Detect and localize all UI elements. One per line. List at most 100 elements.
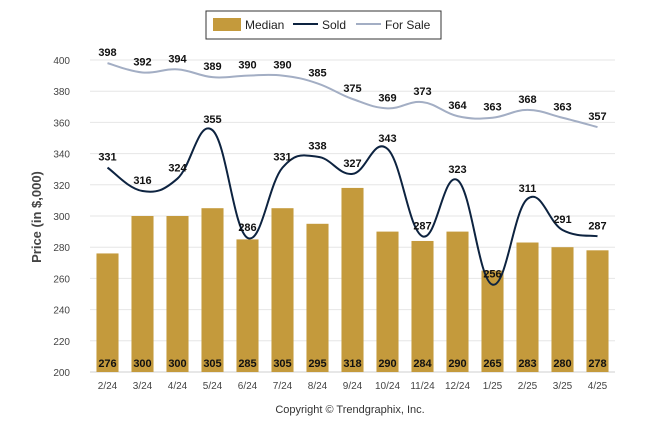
median-bar-label: 295 [308,358,326,370]
median-bar [306,223,329,372]
median-bar [166,216,189,372]
median-bar-label: 300 [168,358,186,370]
for-sale-point-label: 390 [238,60,256,72]
x-axis-ticks: 2/24 3/24 4/24 5/24 6/24 7/24 8/24 9/24 10/24 11/… [98,381,608,392]
sold-point-label: 331 [98,152,116,164]
x-tick-label: 9/24 [343,381,363,392]
median-bar-label: 318 [343,358,361,370]
median-bar-label: 265 [483,358,501,370]
x-tick-label: 3/25 [553,381,573,392]
for-sale-point-label: 373 [413,86,431,98]
for-sale-point-label: 385 [308,67,326,79]
sold-point-label: 343 [378,133,396,145]
median-bar-label: 280 [553,358,571,370]
legend: Median Sold For Sale [205,10,442,40]
copyright-text: Copyright © Trendgraphix, Inc. [275,404,424,416]
median-bar [586,250,609,372]
for-sale-point-label: 364 [448,100,467,112]
y-axis-ticks: 200 220 240 260 280 300 320 340 360 380 400 [53,56,70,379]
y-tick-label: 220 [53,337,70,348]
y-tick-label: 260 [53,274,70,285]
for-sale-point-label: 363 [553,102,571,114]
x-tick-label: 6/24 [238,381,258,392]
legend-label-for-sale: For Sale [385,18,431,32]
legend-swatch-median [213,18,241,31]
x-tick-label: 5/24 [203,381,223,392]
x-tick-label: 8/24 [308,381,328,392]
y-axis-title: Price (in $,000) [29,171,44,263]
median-bar-label: 300 [133,358,151,370]
sold-line [106,127,598,286]
sold-point-label: 331 [273,152,291,164]
sold-point-label: 287 [413,220,431,232]
x-tick-label: 2/24 [98,381,118,392]
median-bar [516,242,539,372]
sold-point-label: 327 [343,158,361,170]
median-bar-label: 290 [378,358,396,370]
median-bar [236,239,259,372]
sold-point-label: 338 [308,141,326,153]
median-bar-label: 276 [98,358,116,370]
median-bar-label: 290 [448,358,466,370]
x-tick-label: 12/24 [445,381,470,392]
sold-point-label: 256 [483,269,501,281]
y-tick-label: 400 [53,56,70,67]
median-bar [201,208,224,372]
y-tick-label: 300 [53,212,70,223]
median-bar [446,231,469,372]
x-tick-label: 10/24 [375,381,400,392]
for-sale-labels: 398 392 394 389 390 390 385 375 369 373 364 363 368 3… [98,47,606,123]
median-bar [96,253,119,372]
y-tick-label: 280 [53,243,70,254]
x-tick-label: 7/24 [273,381,293,392]
median-bar [271,208,294,372]
sold-point-label: 355 [203,114,221,126]
median-bar [481,270,504,372]
for-sale-point-label: 389 [203,61,221,73]
sold-point-label: 316 [133,175,151,187]
x-tick-label: 3/24 [133,381,153,392]
median-bar-label: 284 [413,358,432,370]
y-tick-label: 320 [53,181,70,192]
sold-point-label: 324 [168,163,187,175]
for-sale-point-label: 390 [273,60,291,72]
y-tick-label: 380 [53,87,70,98]
sold-point-label: 287 [588,220,606,232]
y-tick-label: 360 [53,118,70,129]
median-bar-labels: 276 300 300 305 285 305 295 318 290 284 290 265 283 2… [98,358,606,370]
for-sale-point-label: 368 [518,94,536,106]
x-tick-label: 2/25 [518,381,538,392]
for-sale-point-label: 369 [378,92,396,104]
sold-point-label: 311 [519,183,537,195]
median-bar-label: 305 [273,358,291,370]
y-tick-label: 240 [53,306,70,317]
for-sale-point-label: 357 [588,111,606,123]
median-bar [551,247,574,372]
x-tick-label: 11/24 [410,381,435,392]
x-tick-label: 4/24 [168,381,188,392]
median-bar-label: 278 [588,358,606,370]
median-bar [376,231,399,372]
for-sale-point-label: 363 [483,102,501,114]
for-sale-point-label: 394 [168,53,187,65]
median-bars [96,187,609,372]
median-bar [411,240,434,372]
sold-point-label: 291 [553,214,571,226]
median-bar-label: 285 [238,358,256,370]
median-bar-label: 283 [518,358,536,370]
x-tick-label: 4/25 [588,381,608,392]
legend-label-median: Median [245,18,284,32]
for-sale-point-label: 392 [133,56,151,68]
for-sale-point-label: 398 [98,47,116,59]
legend-label-sold: Sold [322,18,346,32]
for-sale-line [107,62,598,129]
sold-point-label: 286 [238,222,256,234]
y-tick-label: 200 [53,368,70,379]
sold-labels: 331 316 324 355 286 331 338 327 343 287 323 256 311 2… [98,114,606,280]
median-bar-label: 305 [203,358,221,370]
median-bar [341,187,364,372]
x-tick-label: 1/25 [483,381,503,392]
sold-point-label: 323 [448,164,466,176]
for-sale-point-label: 375 [343,83,361,95]
